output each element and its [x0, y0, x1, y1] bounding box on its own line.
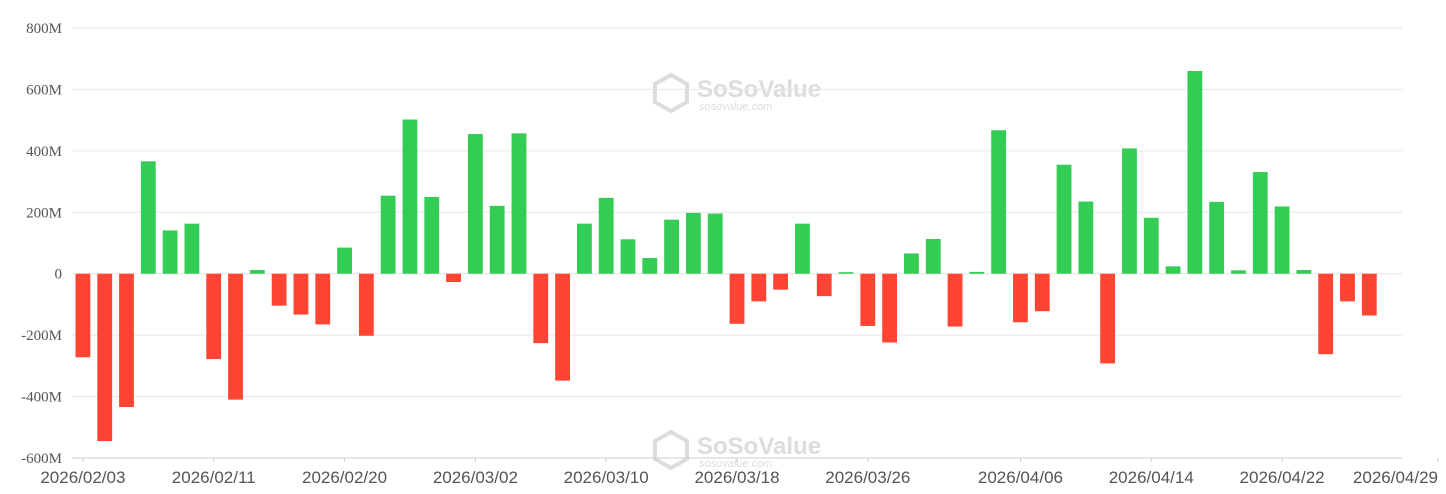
x-tick-label: 2026/02/03 [40, 468, 125, 487]
bar [1252, 172, 1268, 274]
bar [1100, 273, 1116, 364]
y-tick-label: 600M [26, 82, 62, 98]
bar [1122, 148, 1137, 274]
bar [184, 223, 200, 274]
x-axis: 2026/02/03 2026/02/11 2026/02/20 2026/03/02… [40, 457, 1439, 487]
bar [315, 273, 331, 325]
bar [1361, 273, 1377, 316]
bar [1143, 217, 1159, 274]
sosovalue-logo-icon [653, 429, 689, 471]
y-tick-label: -200M [21, 328, 62, 344]
bar [511, 133, 527, 274]
y-tick-label: 200M [26, 205, 62, 221]
bar [664, 219, 680, 274]
x-tick-label: 2026/04/06 [978, 468, 1063, 487]
bar [228, 273, 243, 400]
bar [97, 273, 113, 442]
sosovalue-logo-icon [653, 72, 689, 114]
y-tick-label: -400M [21, 390, 62, 406]
bar [293, 273, 309, 315]
bar [489, 205, 505, 274]
watermark-bottom: SoSoValue sosovalue.com [653, 429, 821, 471]
bar [206, 273, 222, 360]
x-tick-label: 2026/03/18 [694, 468, 779, 487]
bar [337, 247, 352, 274]
watermark-url: sosovalue.com [699, 101, 772, 113]
bar [598, 197, 614, 274]
bar [751, 273, 767, 302]
bar [991, 130, 1007, 274]
bar [1296, 270, 1312, 274]
bar [358, 273, 374, 336]
bar [947, 273, 963, 327]
bar [249, 270, 265, 274]
bar [925, 239, 941, 274]
y-tick-label: 0 [55, 267, 63, 283]
bar [707, 213, 723, 274]
bar [1187, 71, 1203, 274]
bar [1231, 270, 1246, 274]
bar [1056, 164, 1072, 274]
bar [1274, 206, 1290, 274]
bar [1034, 273, 1050, 312]
x-tick-label: 2026/04/29 [1353, 468, 1438, 487]
bar [860, 273, 876, 326]
bar [271, 273, 287, 306]
bar [380, 195, 396, 274]
bar [140, 161, 156, 274]
bar [533, 273, 549, 344]
x-tick-label: 2026/04/14 [1109, 468, 1194, 487]
y-tick-label: 400M [26, 144, 62, 160]
watermarks: SoSoValue sosovalue.com SoSoValue sosova… [653, 72, 821, 471]
watermark-url: sosovalue.com [699, 458, 772, 470]
bar [402, 119, 418, 274]
bar [119, 273, 134, 408]
bar [642, 258, 658, 274]
y-tick-label: -600M [21, 451, 62, 467]
bar [1165, 266, 1181, 274]
bar [794, 223, 810, 274]
bar [838, 272, 854, 274]
bar [816, 273, 832, 297]
x-tick-label: 2026/03/02 [433, 468, 518, 487]
bar [904, 253, 919, 274]
bar [576, 223, 592, 274]
x-tick-label: 2026/02/11 [172, 468, 256, 487]
x-tick-label: 2026/02/20 [302, 468, 387, 487]
watermark-name: SoSoValue [697, 433, 821, 460]
bars [75, 71, 1377, 442]
bar [729, 273, 745, 324]
bar [773, 273, 789, 290]
bar [555, 273, 570, 381]
bar [424, 196, 440, 274]
bar [467, 133, 483, 274]
bar [969, 271, 985, 274]
bar [882, 273, 898, 343]
bar [620, 239, 636, 274]
bar [446, 273, 461, 283]
bar [1013, 273, 1028, 323]
y-axis: -600M -400M -200M 0 200M 400M 600M 800M [21, 21, 62, 467]
watermark-top: SoSoValue sosovalue.com [653, 72, 821, 114]
x-tick-label: 2026/03/10 [564, 468, 649, 487]
bar [162, 230, 178, 274]
bar [1340, 273, 1355, 302]
bar [1318, 273, 1334, 355]
bar [685, 212, 701, 274]
y-tick-label: 800M [26, 21, 62, 37]
x-tick-label: 2026/04/22 [1240, 468, 1325, 487]
bar [75, 273, 91, 358]
bar [1209, 201, 1225, 274]
bar [1078, 201, 1094, 274]
x-tick-label: 2026/03/26 [825, 468, 910, 487]
